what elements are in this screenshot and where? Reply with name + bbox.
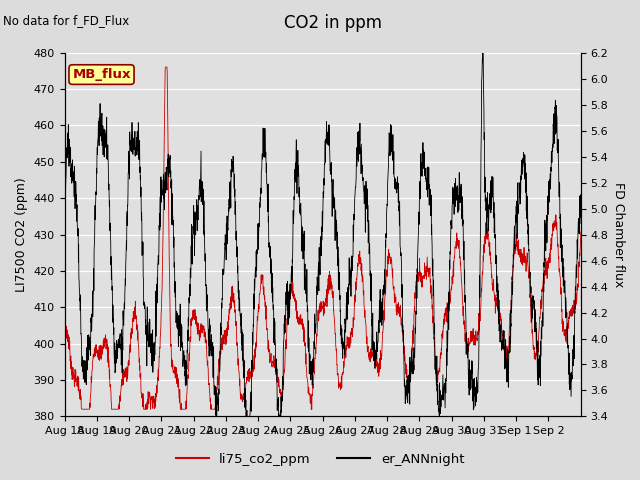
Text: CO2 in ppm: CO2 in ppm [284, 14, 382, 33]
Y-axis label: LI7500 CO2 (ppm): LI7500 CO2 (ppm) [15, 177, 28, 292]
Legend: li75_co2_ppm, er_ANNnight: li75_co2_ppm, er_ANNnight [170, 447, 470, 471]
Text: No data for f_FD_Flux: No data for f_FD_Flux [3, 14, 129, 27]
Text: MB_flux: MB_flux [72, 68, 131, 81]
Y-axis label: FD Chamber flux: FD Chamber flux [612, 182, 625, 287]
